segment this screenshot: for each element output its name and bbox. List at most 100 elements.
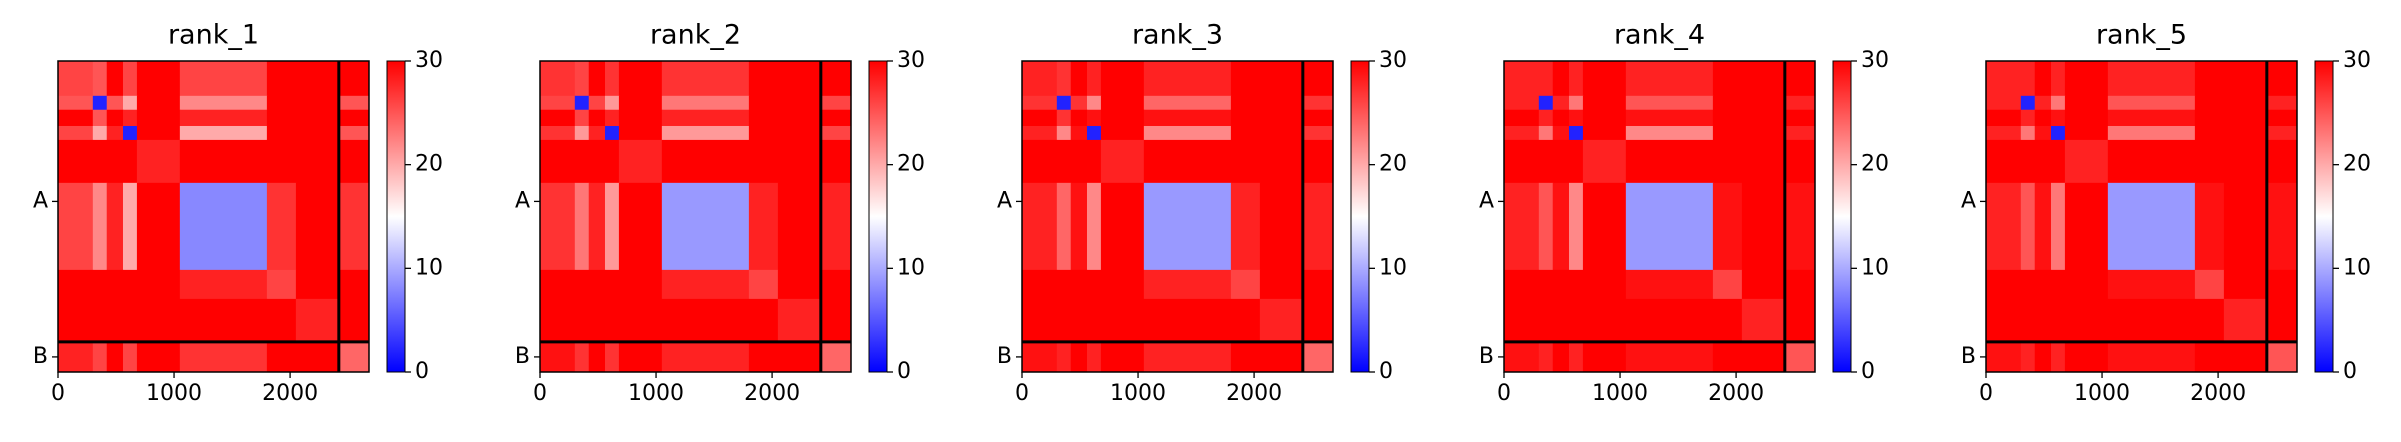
heatmap-cell [122, 269, 138, 300]
heatmap-cell [1070, 182, 1088, 271]
heatmap-cell [2107, 269, 2196, 300]
heatmap-cell [58, 61, 94, 97]
heatmap-cell [1302, 341, 1334, 373]
heatmap-cell [1230, 109, 1261, 127]
x-tick-label: 0 [1497, 381, 1511, 406]
heatmap-cell [1143, 269, 1232, 300]
heatmap-cell [1504, 61, 1540, 97]
heatmap-cell [2194, 125, 2225, 141]
heatmap-cell [604, 95, 620, 111]
heatmap-cell [1070, 341, 1088, 373]
x-tick-label: 1000 [146, 381, 202, 406]
heatmap-cell [136, 109, 181, 127]
heatmap-cell [1784, 109, 1816, 127]
heatmap-cell [2020, 341, 2036, 373]
heatmap-cell [136, 125, 181, 141]
heatmap-cell [661, 139, 750, 184]
heatmap-cell [1986, 341, 2022, 373]
heatmap-cell [1056, 298, 1072, 343]
heatmap-cell [136, 61, 181, 97]
heatmap-cell [1625, 95, 1714, 111]
heatmap-cell [122, 341, 138, 373]
heatmap-cell [588, 269, 606, 300]
heatmap-cell [2223, 139, 2268, 184]
heatmap-cell [106, 139, 124, 184]
heatmap-cell [2266, 341, 2298, 373]
axes-frame [539, 60, 852, 373]
heatmap-cell [1504, 341, 1540, 373]
heatmap-cell [748, 269, 779, 300]
heatmap-cell [574, 269, 590, 300]
heatmap-cell [1741, 125, 1786, 141]
heatmap-cell [1784, 269, 1816, 300]
heatmap-cell [661, 298, 750, 343]
heatmap-cell [106, 125, 124, 141]
heatmap-cell [2107, 341, 2196, 373]
heatmap-cell [2034, 298, 2052, 343]
heatmap-cell [266, 269, 297, 300]
heatmap-cell [92, 95, 108, 111]
heatmap-cell [179, 61, 268, 97]
heatmap-cell [1056, 125, 1072, 141]
heatmap-cell [604, 125, 620, 141]
heatmap-cell [1022, 269, 1058, 300]
heatmap-cell [748, 61, 779, 97]
colorbar [868, 60, 888, 373]
heatmap-cell [1582, 125, 1627, 141]
heatmap-cell [1086, 125, 1102, 141]
heatmap-cell [2194, 61, 2225, 97]
heatmap-cell [1022, 125, 1058, 141]
heatmap-cell [1504, 95, 1540, 111]
heatmap-cell [1568, 61, 1584, 97]
heatmap-cell [777, 139, 822, 184]
heatmap-cell [295, 182, 340, 271]
heatmap-cell [618, 269, 663, 300]
heatmap-cell [1712, 269, 1743, 300]
heatmap-cell [266, 341, 297, 373]
heatmap-cell [2223, 341, 2268, 373]
colorbar [1350, 60, 1370, 373]
y-tick-label: B [1961, 344, 1976, 369]
heatmap-cell [2064, 298, 2109, 343]
heatmap-cell [1986, 125, 2022, 141]
heatmap-cell [338, 341, 370, 373]
heatmap-cell [122, 298, 138, 343]
heatmap-cell [604, 61, 620, 97]
heatmap-cell [540, 95, 576, 111]
heatmap-cell [266, 61, 297, 97]
heatmap-cell [1568, 269, 1584, 300]
heatmap-cell [295, 95, 340, 111]
colorbar-tick-label: 20 [1379, 152, 1407, 177]
heatmap-cell [748, 125, 779, 141]
heatmap-cell [1552, 95, 1570, 111]
heatmap-cell [1538, 139, 1554, 184]
heatmap-cell [1086, 95, 1102, 111]
heatmap-cell [1143, 298, 1232, 343]
heatmap-cell [1712, 109, 1743, 127]
heatmap-cell [2266, 95, 2298, 111]
colorbar-tick-label: 0 [2343, 359, 2357, 384]
heatmap-cell [1712, 341, 1743, 373]
heatmap-cell [1022, 61, 1058, 97]
heatmap-cell [1568, 341, 1584, 373]
heatmap-cell [574, 182, 590, 271]
chart-title: rank_4 [1614, 20, 1705, 51]
heatmap-cell [2194, 269, 2225, 300]
heatmap-cell [338, 61, 370, 97]
heatmap-cell [1538, 298, 1554, 343]
heatmap-cell [748, 298, 779, 343]
heatmap-cell [604, 341, 620, 373]
heatmap-cell [1143, 95, 1232, 111]
heatmap-cell [92, 182, 108, 271]
heatmap-cell [2064, 95, 2109, 111]
heatmap-cell [136, 182, 181, 271]
heatmap-cell [1022, 341, 1058, 373]
y-tick-label: A [1479, 188, 1494, 213]
heatmap-cell [1712, 125, 1743, 141]
heatmap-cell [588, 139, 606, 184]
heatmap-cell [1230, 95, 1261, 111]
heatmap-cell [2107, 139, 2196, 184]
heatmap-cell [122, 182, 138, 271]
y-tick-label: A [997, 188, 1012, 213]
heatmap-cell [1302, 95, 1334, 111]
